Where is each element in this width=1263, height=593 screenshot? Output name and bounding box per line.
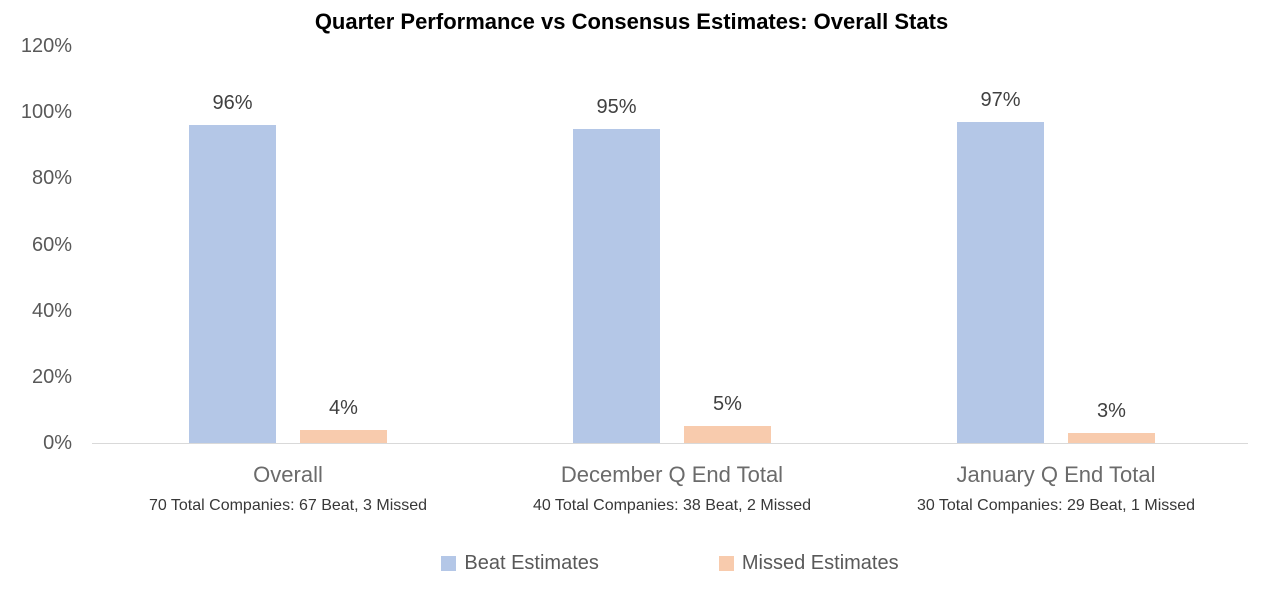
y-axis-tick-label: 20% xyxy=(31,365,72,388)
data-label: 97% xyxy=(980,89,1021,112)
bar-beat-group-2 xyxy=(573,128,660,443)
category-subtitle: 70 Total Companies: 67 Beat, 3 Missed xyxy=(148,497,428,514)
y-axis-tick-label: 120% xyxy=(20,35,72,57)
y-axis-tick-label: 0% xyxy=(43,432,72,454)
data-label: 3% xyxy=(1097,400,1126,423)
bar-beat-group-1 xyxy=(189,125,276,443)
data-label: 5% xyxy=(713,393,742,416)
data-label: 95% xyxy=(596,95,637,118)
category-subtitle: 40 Total Companies: 38 Beat, 2 Missed xyxy=(532,497,812,514)
bar-missed-group-2 xyxy=(684,426,771,443)
y-axis-tick-label: 80% xyxy=(31,167,72,190)
y-axis-tick-label: 40% xyxy=(31,299,72,322)
category-label: Overall xyxy=(253,462,323,487)
bar-missed-group-1 xyxy=(300,429,387,443)
legend-item: Beat Estimates xyxy=(441,552,599,575)
legend-swatch-icon xyxy=(441,556,457,571)
legend-label: Missed Estimates xyxy=(741,552,899,574)
x-axis-line xyxy=(92,443,1248,444)
category-subtitle: 30 Total Companies: 29 Beat, 1 Missed xyxy=(916,497,1196,514)
bar-missed-group-3 xyxy=(1068,433,1155,443)
legend-swatch-icon xyxy=(718,556,734,571)
legend-item: Missed Estimates xyxy=(718,552,899,575)
bar-beat-group-3 xyxy=(957,122,1044,443)
chart-title: Quarter Performance vs Consensus Estimat… xyxy=(314,9,949,34)
legend-label: Beat Estimates xyxy=(464,552,599,574)
legend: Beat Estimates Missed Estimates xyxy=(92,552,1248,575)
category-label: December Q End Total xyxy=(560,462,784,487)
y-axis-tick-label: 100% xyxy=(20,101,72,124)
data-label: 4% xyxy=(329,396,358,419)
data-label: 96% xyxy=(212,92,253,115)
category-label: January Q End Total xyxy=(956,462,1156,487)
y-axis-tick-label: 60% xyxy=(31,233,72,256)
